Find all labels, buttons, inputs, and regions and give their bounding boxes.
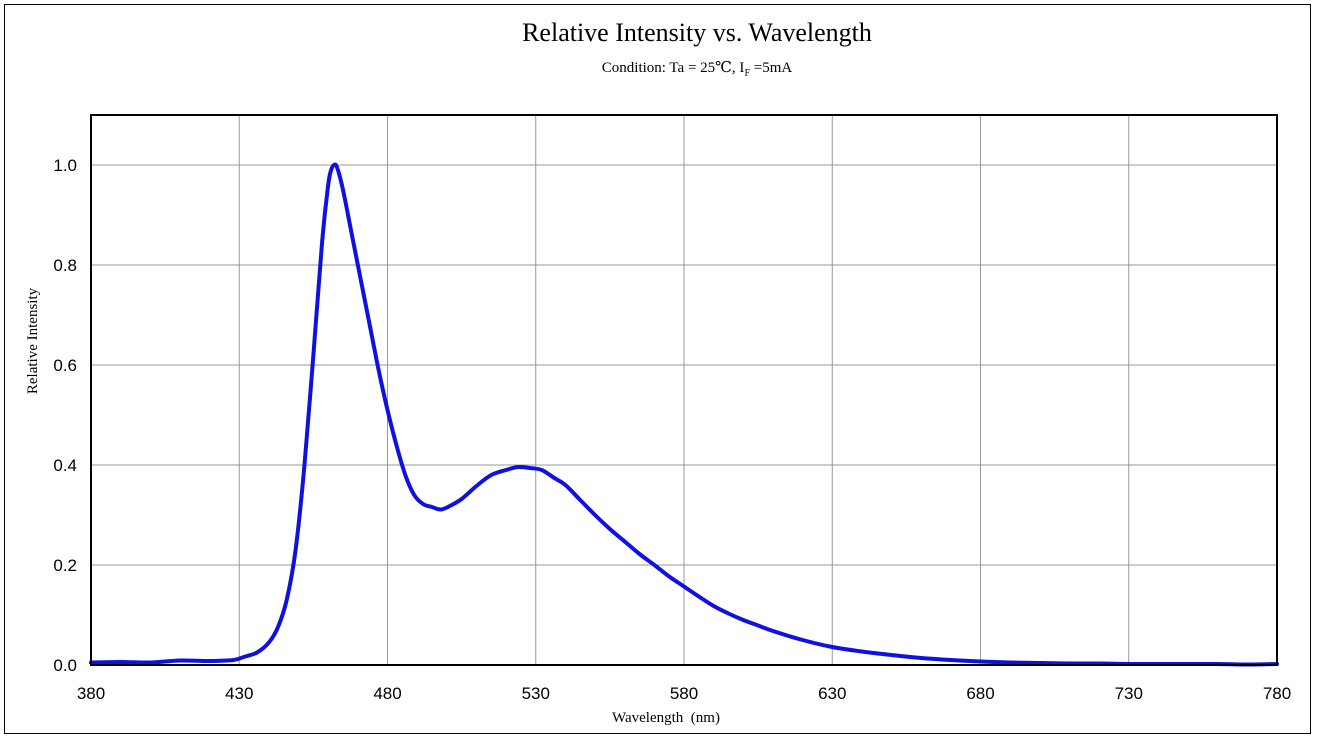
- y-tick-label: 0.8: [53, 256, 77, 275]
- plot-area-border: [90, 114, 1278, 666]
- y-tick-label: 0.2: [53, 556, 77, 575]
- series-line: [89, 162, 1279, 667]
- chart-title: Relative Intensity vs. Wavelength: [522, 18, 872, 47]
- chart-subtitle: Condition: Ta = 25℃, IF =5mA: [602, 60, 793, 79]
- x-tick-label: 430: [225, 684, 253, 703]
- series-curve: [89, 162, 1279, 667]
- x-tick-label: 480: [373, 684, 401, 703]
- grid-lines: [91, 115, 1277, 665]
- x-tick-label: 530: [522, 684, 550, 703]
- x-tick-label: 730: [1115, 684, 1143, 703]
- chart-frame: [4, 4, 1311, 734]
- subtitle-prefix: Condition: Ta = 25℃, I: [602, 60, 745, 76]
- y-tick-label: 1.0: [53, 156, 77, 175]
- x-tick-labels: 380 430 480 530 580 630 680 730 780: [77, 684, 1291, 703]
- x-tick-label: 630: [818, 684, 846, 703]
- x-tick-label: 380: [77, 684, 105, 703]
- x-tick-label: 580: [670, 684, 698, 703]
- y-tick-label: 0.4: [53, 456, 77, 475]
- subtitle-subscript: F: [744, 68, 750, 79]
- y-tick-label: 0.6: [53, 356, 77, 375]
- y-tick-label: 0.0: [53, 656, 77, 675]
- x-tick-label: 780: [1263, 684, 1291, 703]
- x-axis-label: Wavelength (nm): [612, 710, 720, 726]
- y-axis-label: Relative Intensity: [25, 287, 41, 394]
- x-tick-label: 680: [966, 684, 994, 703]
- subtitle-suffix: =5mA: [750, 60, 792, 76]
- y-tick-labels: 0.0 0.2 0.4 0.6 0.8 1.0: [53, 156, 77, 675]
